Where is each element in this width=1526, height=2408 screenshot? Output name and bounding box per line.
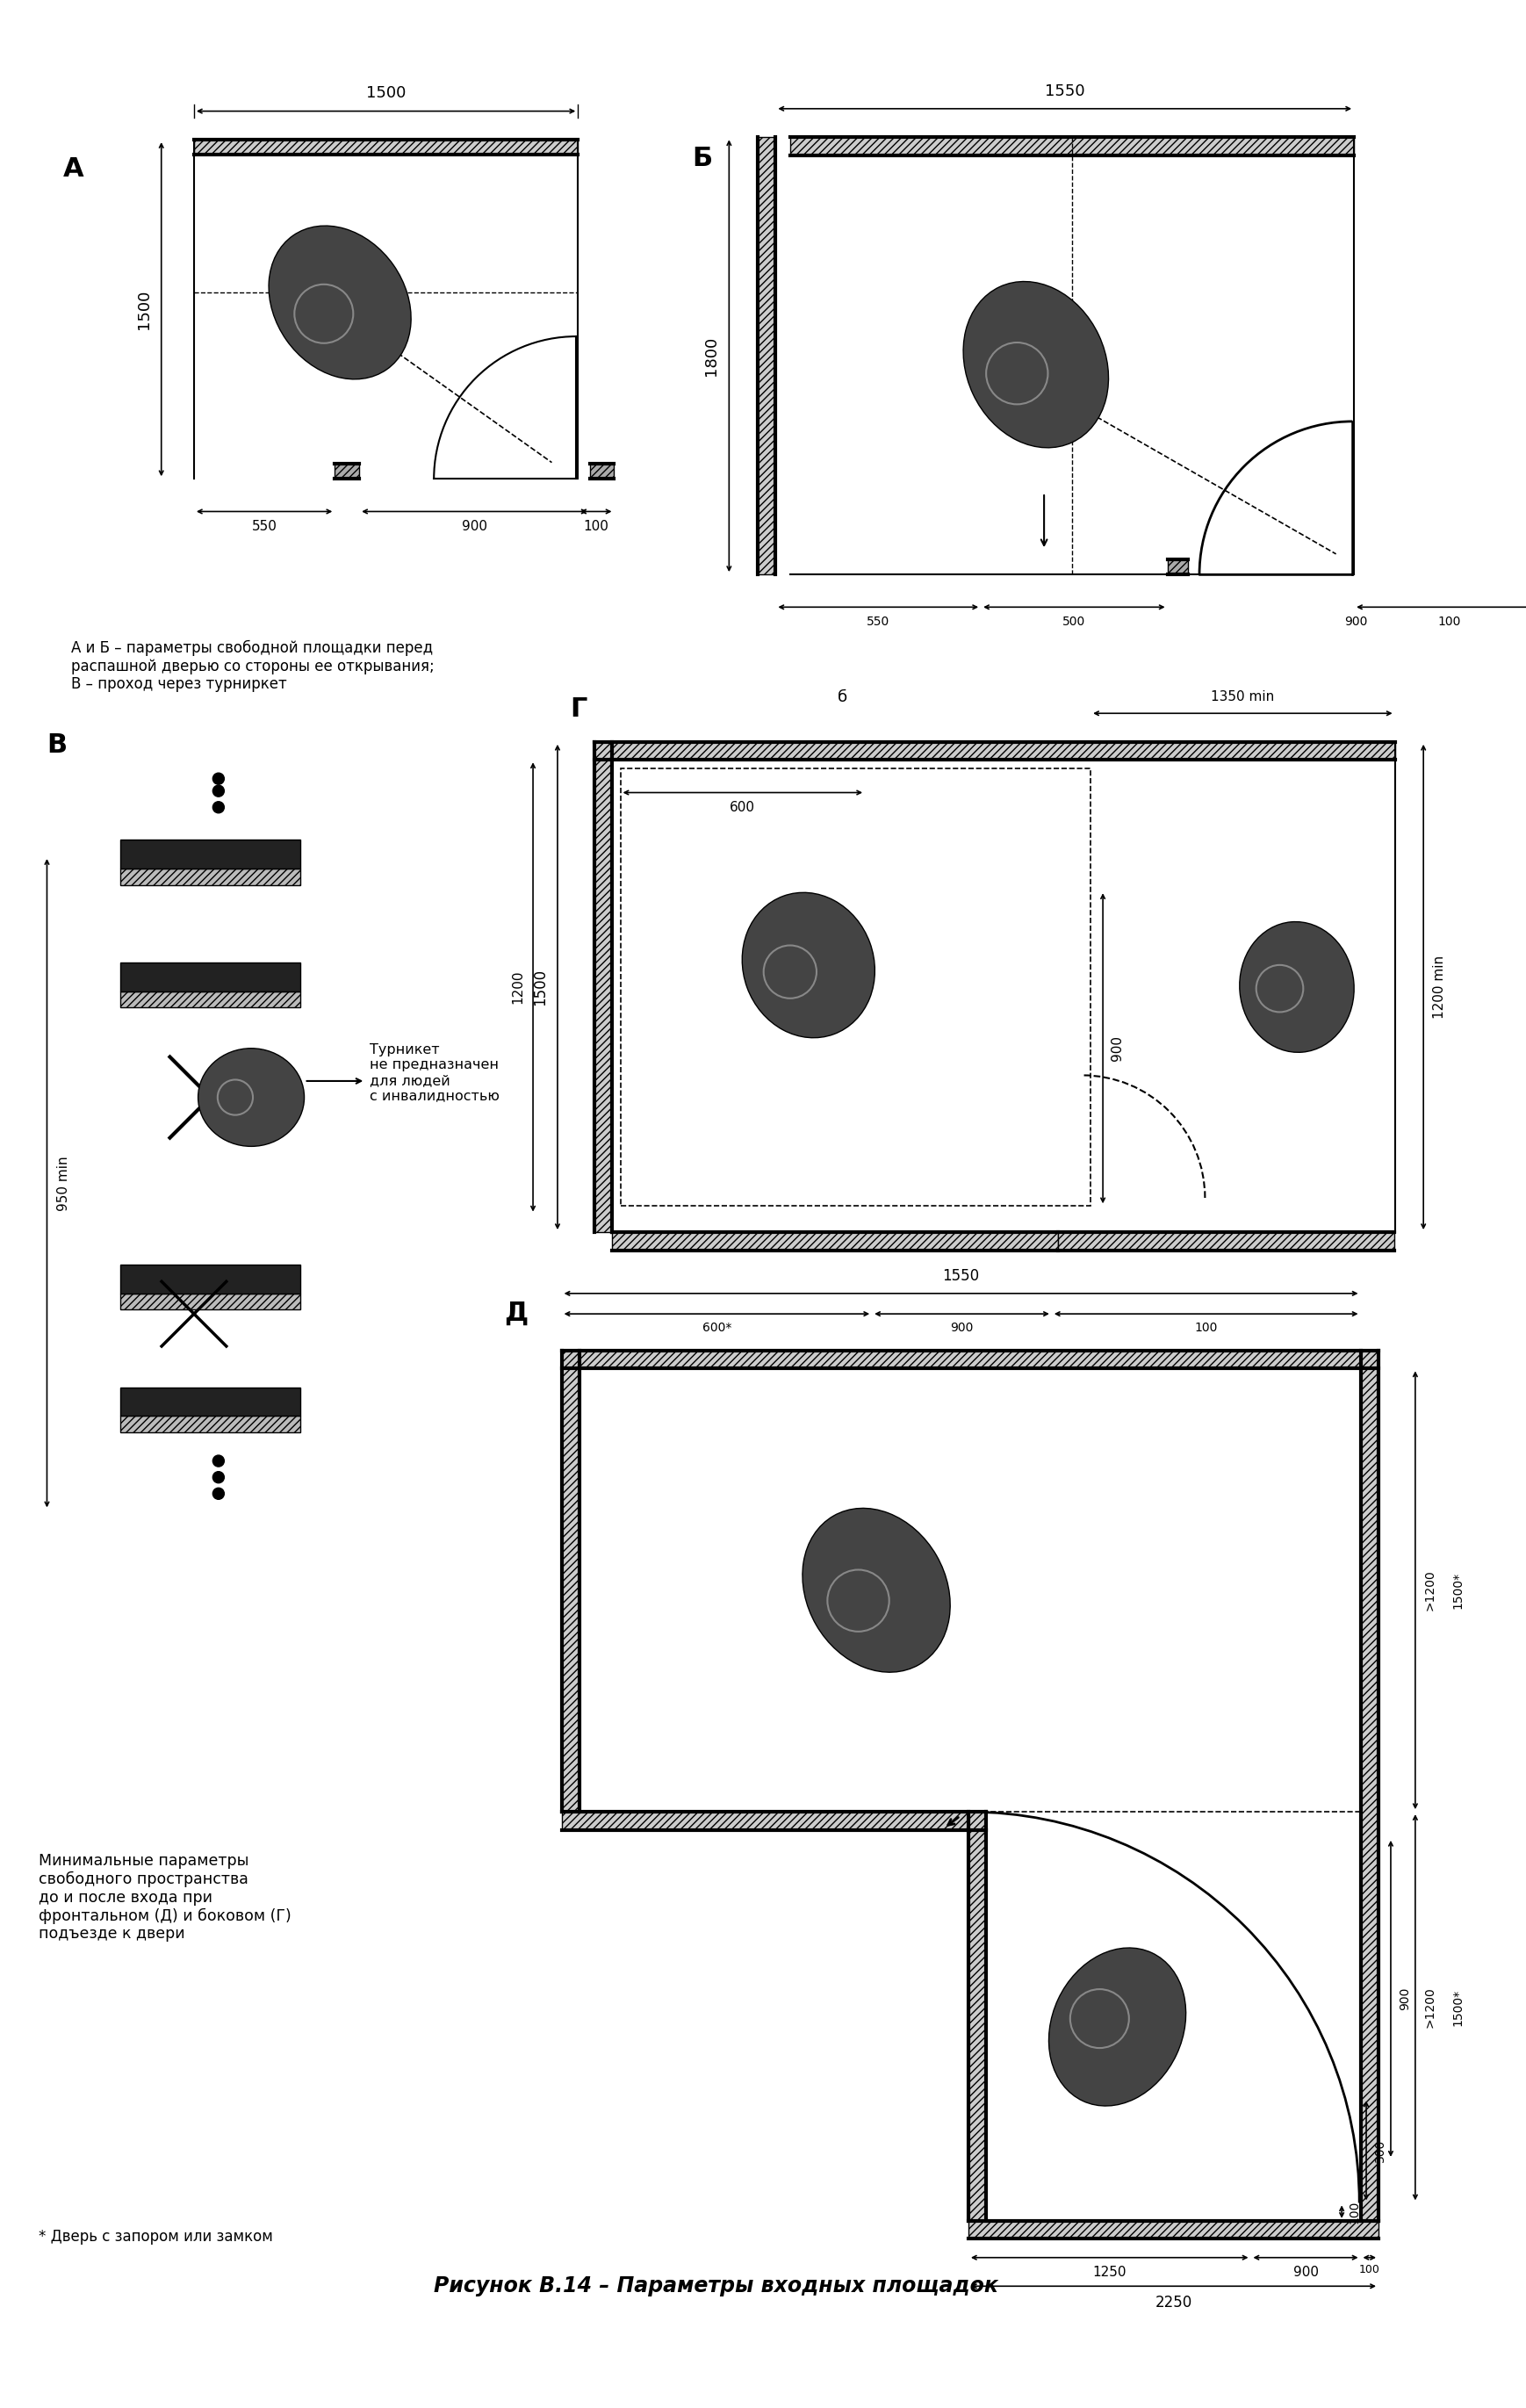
Text: 900: 900 <box>951 1322 974 1334</box>
Bar <box>790 137 1354 154</box>
Text: 1250: 1250 <box>1093 2266 1126 2278</box>
Text: 900: 900 <box>1399 1987 1412 2011</box>
Bar <box>562 1351 580 1811</box>
Bar <box>969 2220 1378 2239</box>
Bar <box>562 1811 986 1830</box>
Circle shape <box>212 802 224 814</box>
Text: 300: 300 <box>1375 2138 1387 2162</box>
Bar <box>121 869 301 884</box>
Bar <box>757 137 775 576</box>
Text: В: В <box>47 732 67 759</box>
Text: 1500*: 1500* <box>1453 1572 1465 1609</box>
Text: 100: 100 <box>1195 1322 1218 1334</box>
Text: >1200: >1200 <box>1424 1987 1436 2028</box>
Text: А: А <box>63 157 84 181</box>
Bar <box>612 1233 1058 1250</box>
Bar <box>1058 1233 1395 1250</box>
Text: 900: 900 <box>1293 2266 1318 2278</box>
Text: 550: 550 <box>252 520 278 532</box>
Text: 1500*: 1500* <box>1453 1989 1465 2025</box>
Bar <box>121 840 301 869</box>
Bar <box>334 465 359 479</box>
Circle shape <box>212 785 224 797</box>
Ellipse shape <box>198 1047 304 1146</box>
Circle shape <box>212 1454 224 1466</box>
Ellipse shape <box>963 282 1108 448</box>
Text: 100: 100 <box>1437 616 1460 628</box>
Bar <box>121 1387 301 1416</box>
Bar <box>1361 1351 1378 2220</box>
Text: 100: 100 <box>1360 2264 1380 2276</box>
Text: >1200: >1200 <box>1424 1570 1436 1611</box>
Text: б: б <box>838 689 847 706</box>
Bar <box>121 992 301 1007</box>
Text: Б: Б <box>693 144 713 171</box>
Text: 500: 500 <box>1062 616 1085 628</box>
Bar <box>969 1811 986 2220</box>
Ellipse shape <box>269 226 410 378</box>
Text: Турникет
не предназначен
для людей
с инвалидностью: Турникет не предназначен для людей с инв… <box>369 1043 499 1103</box>
Text: 1200 min: 1200 min <box>1433 956 1447 1019</box>
Text: Минимальные параметры
свободного пространства
до и после входа при
фронтальном (: Минимальные параметры свободного простра… <box>38 1852 291 1941</box>
Circle shape <box>212 1488 224 1500</box>
Text: 2250: 2250 <box>1155 2295 1192 2309</box>
Bar <box>1523 559 1526 576</box>
Bar <box>594 742 1395 761</box>
Text: 1550: 1550 <box>1045 84 1085 99</box>
Text: 1500: 1500 <box>533 968 548 1007</box>
Text: 600*: 600* <box>702 1322 731 1334</box>
Text: 100: 100 <box>1349 2201 1361 2223</box>
Text: 900: 900 <box>462 520 487 532</box>
Text: 1200: 1200 <box>511 970 525 1004</box>
Bar <box>621 768 1091 1206</box>
Bar <box>594 742 612 1233</box>
Text: 600: 600 <box>729 802 755 814</box>
Bar <box>121 963 301 992</box>
Bar <box>194 140 578 154</box>
Text: 1550: 1550 <box>943 1269 980 1283</box>
Text: 900: 900 <box>1344 616 1367 628</box>
Text: 1800: 1800 <box>703 337 719 376</box>
Text: * Дверь с запором или замком: * Дверь с запором или замком <box>38 2230 273 2244</box>
Text: 100: 100 <box>583 520 609 532</box>
Bar <box>589 465 613 479</box>
Bar <box>580 1368 1361 1811</box>
Ellipse shape <box>1048 1948 1186 2107</box>
Text: 1500: 1500 <box>136 289 151 330</box>
Ellipse shape <box>1239 922 1354 1052</box>
Text: Г: Г <box>569 696 588 722</box>
Text: 950 min: 950 min <box>56 1156 70 1211</box>
Ellipse shape <box>742 893 874 1038</box>
Text: 900: 900 <box>1111 1035 1125 1062</box>
Bar <box>121 1416 301 1433</box>
Text: Д: Д <box>505 1300 528 1327</box>
Bar <box>121 1264 301 1293</box>
Circle shape <box>212 773 224 785</box>
Circle shape <box>212 1471 224 1483</box>
Text: 550: 550 <box>867 616 890 628</box>
Ellipse shape <box>803 1507 951 1671</box>
Bar <box>121 1293 301 1310</box>
Bar <box>562 1351 1378 1368</box>
Bar <box>1167 559 1187 576</box>
Text: 1350 min: 1350 min <box>1212 691 1274 703</box>
Text: 1500: 1500 <box>366 87 406 101</box>
Text: Рисунок В.14 – Параметры входных площадок: Рисунок В.14 – Параметры входных площадо… <box>433 2276 998 2297</box>
Text: А и Б – параметры свободной площадки перед
распашной дверью со стороны ее открыв: А и Б – параметры свободной площадки пер… <box>72 641 435 694</box>
